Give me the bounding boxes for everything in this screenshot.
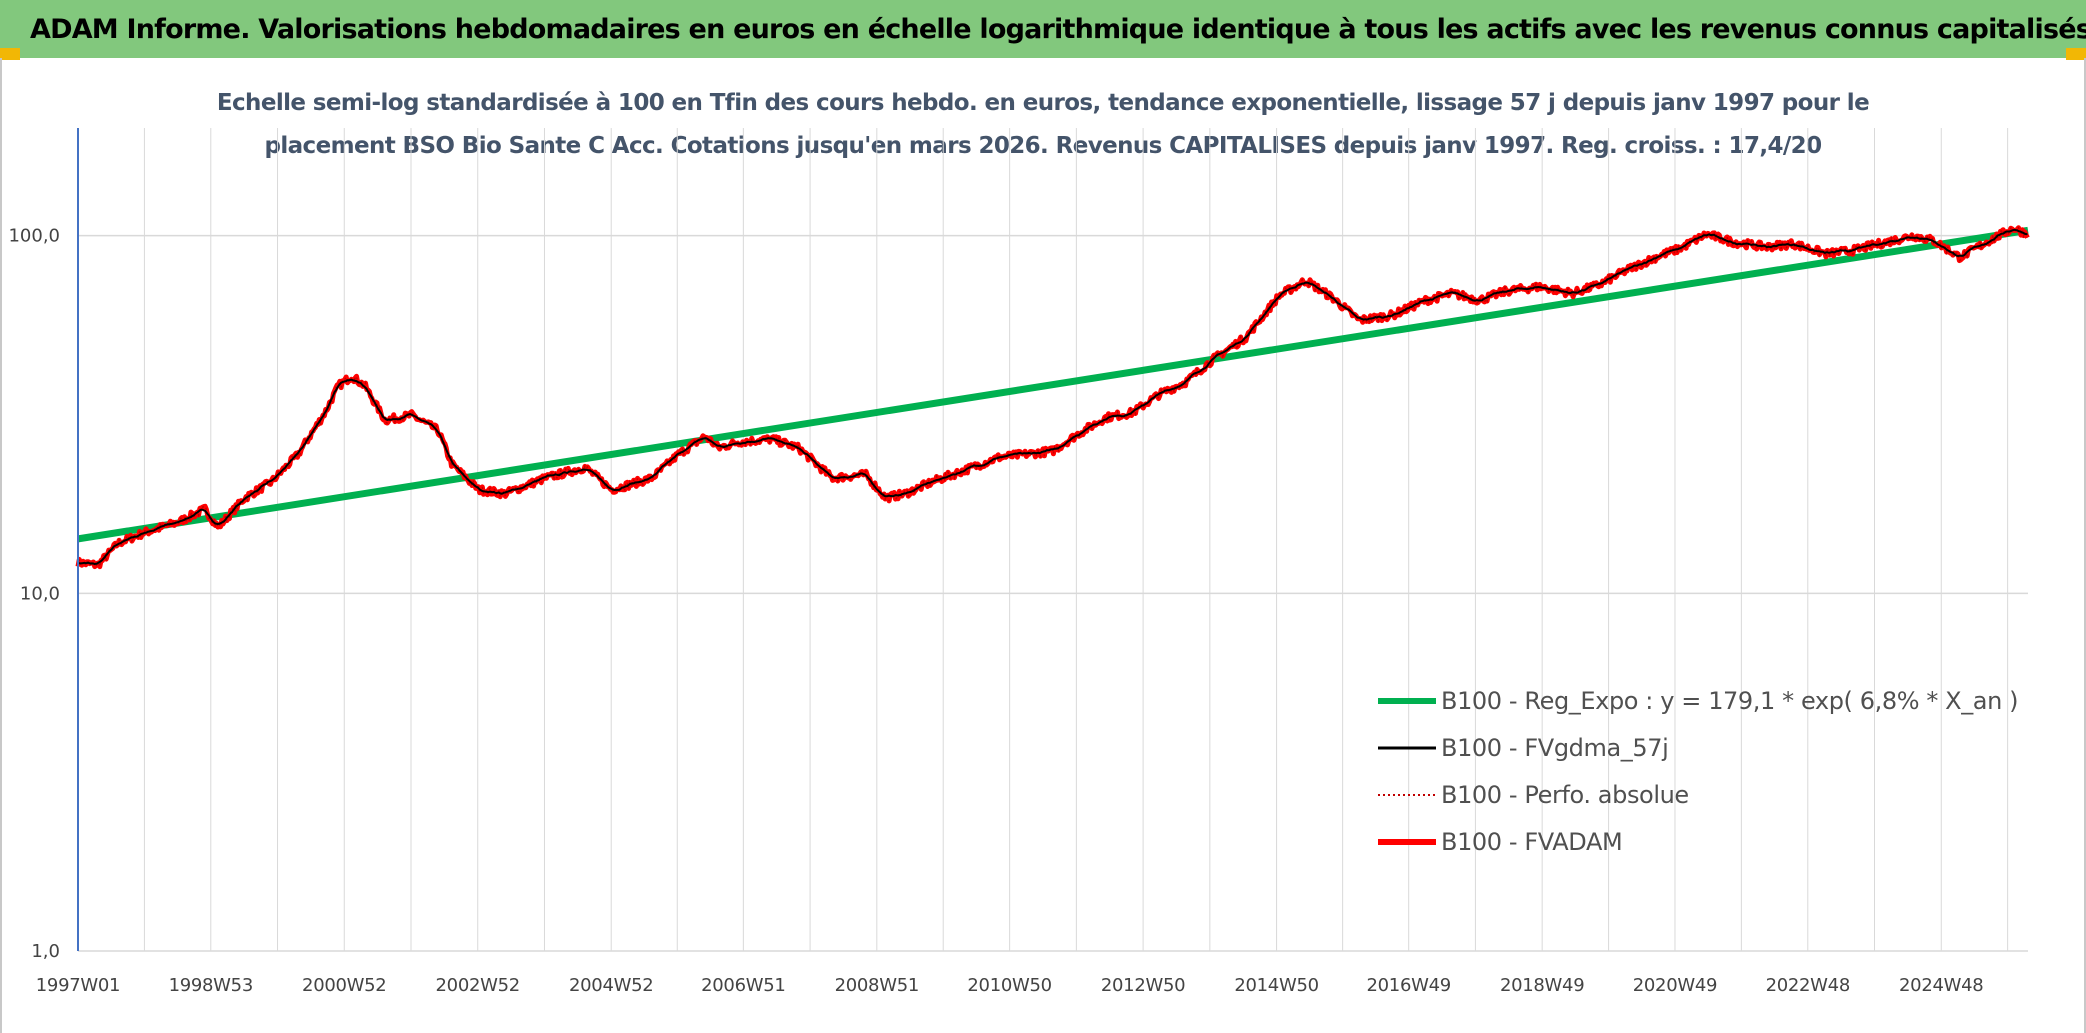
legend: B100 - Reg_Expo : y = 179,1 * exp( 6,8% … [1378, 687, 2019, 856]
corner-marker-left [0, 48, 20, 60]
x-tick-label: 1997W01 [36, 975, 120, 996]
x-tick-label: 2024W48 [1899, 975, 1983, 996]
legend-label: B100 - Perfo. absolue [1441, 781, 1689, 809]
x-tick-label: 2006W51 [701, 975, 785, 996]
x-tick-label: 2008W51 [835, 975, 919, 996]
chart-frame [0, 58, 2086, 1033]
x-tick-label: 1998W53 [169, 975, 253, 996]
x-tick-label: 2004W52 [569, 975, 653, 996]
axis-ticks: 1997W01 1998W53 2000W52 2002W52 2004W52 2006W… [8, 226, 1983, 996]
x-tick-label: 2020W49 [1633, 975, 1717, 996]
series-fvgdma-line [78, 228, 2028, 566]
chart-grid [78, 128, 2028, 952]
chart-subtitle-line-1: Echelle semi-log standardisée à 100 en T… [217, 90, 1869, 116]
x-tick-label: 2002W52 [436, 975, 520, 996]
y-tick-label: 10,0 [20, 583, 60, 604]
series-reg-expo-line [77, 226, 2029, 543]
x-tick-label: 2022W48 [1766, 975, 1850, 996]
legend-label: B100 - FVADAM [1441, 828, 1622, 856]
legend-label: B100 - Reg_Expo : y = 179,1 * exp( 6,8% … [1441, 687, 2018, 715]
corner-marker-right [2066, 48, 2086, 60]
x-tick-label: 2010W50 [967, 975, 1051, 996]
chart-subtitle-line-2: placement BSO Bio Sante C Acc. Cotations… [264, 133, 1821, 159]
legend-label: B100 - FVgdma_57j [1441, 734, 1668, 762]
page-title: ADAM Informe. Valorisations hebdomadaire… [30, 13, 2086, 45]
x-tick-label: 2016W49 [1366, 975, 1450, 996]
x-tick-label: 2000W52 [302, 975, 386, 996]
x-tick-label: 2018W49 [1500, 975, 1584, 996]
x-tick-label: 2012W50 [1101, 975, 1185, 996]
x-tick-label: 2014W50 [1234, 975, 1318, 996]
y-tick-label: 1,0 [31, 941, 60, 962]
title-banner: ADAM Informe. Valorisations hebdomadaire… [0, 0, 2086, 58]
series-perfo-line [77, 226, 2029, 570]
series-layer [75, 225, 2030, 570]
y-tick-label: 100,0 [8, 226, 60, 247]
